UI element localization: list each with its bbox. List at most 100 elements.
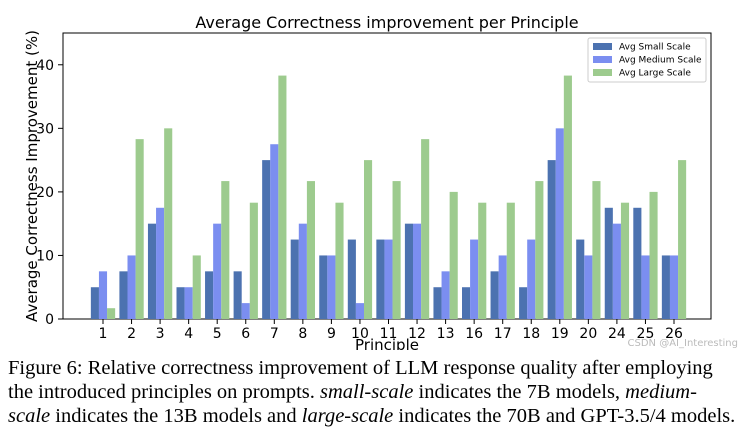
legend-swatch — [593, 69, 612, 76]
caption-small-term: small-scale — [320, 381, 414, 403]
caption-large-desc: indicates the 70B and GPT-3.5/4 models. — [393, 405, 736, 427]
caption-medium-desc: indicates the 13B models and — [50, 405, 302, 427]
y-axis-label: Average Correctness Improvement (%) — [23, 30, 41, 322]
bar — [355, 303, 364, 319]
x-axis-label: Principle — [355, 336, 419, 350]
bar — [669, 255, 679, 319]
x-tick-label: 24 — [608, 326, 626, 342]
x-tick-label: 12 — [408, 326, 426, 342]
bar — [413, 223, 422, 319]
bar — [441, 271, 450, 319]
x-tick-label: 7 — [270, 326, 279, 342]
bar — [135, 139, 144, 319]
x-tick-label: 13 — [437, 326, 455, 342]
y-tick-label: 40 — [36, 58, 54, 74]
x-tick-label: 10 — [351, 326, 369, 342]
bar — [90, 287, 99, 319]
y-tick-label: 0 — [45, 312, 54, 328]
bar — [527, 239, 536, 319]
bar — [192, 255, 201, 319]
legend-label: Avg Medium Scale — [619, 56, 702, 66]
bar — [490, 271, 499, 319]
bar — [470, 239, 479, 319]
bar — [184, 287, 193, 319]
bar — [164, 128, 173, 319]
bar — [107, 308, 116, 319]
legend-swatch — [593, 43, 612, 50]
y-tick-label: 10 — [36, 248, 54, 264]
bar — [641, 255, 650, 319]
bar — [327, 255, 336, 319]
chart-title: Average Correctness improvement per Prin… — [195, 13, 578, 32]
bar — [433, 287, 442, 319]
bar — [176, 287, 185, 319]
bar — [233, 271, 242, 319]
legend-box — [587, 37, 707, 83]
bar — [156, 207, 165, 319]
x-tick-label: 8 — [298, 326, 307, 342]
bar — [98, 271, 108, 319]
y-tick-label: 20 — [36, 185, 54, 201]
bar — [633, 207, 642, 319]
caption-medium-term: medium-scale — [8, 381, 697, 427]
legend-swatch — [593, 56, 612, 63]
bar — [147, 223, 157, 319]
bar — [249, 202, 258, 319]
bar — [547, 160, 556, 319]
bar — [498, 255, 507, 319]
bar — [563, 75, 572, 320]
bar — [384, 239, 393, 319]
bar — [213, 223, 222, 319]
caption-large-term: large-scale — [301, 405, 394, 427]
bar — [364, 160, 373, 319]
bar — [290, 239, 299, 319]
x-tick-label: 11 — [380, 326, 398, 342]
x-tick-label: 19 — [551, 326, 569, 342]
bar — [241, 303, 250, 319]
bar — [576, 239, 585, 319]
x-tick-label: 16 — [465, 326, 483, 342]
bar — [262, 160, 271, 319]
bar — [306, 181, 315, 319]
bar — [205, 271, 214, 319]
bar — [555, 128, 564, 319]
bar — [319, 255, 328, 319]
bar — [661, 255, 670, 319]
x-tick-label: 20 — [579, 326, 597, 342]
bar — [519, 287, 528, 319]
bar — [298, 223, 307, 319]
bar — [347, 239, 356, 319]
bar — [612, 223, 621, 319]
x-tick-label: 4 — [184, 326, 193, 342]
bar — [478, 202, 487, 319]
x-tick-label: 18 — [522, 326, 540, 342]
bar — [376, 239, 385, 319]
x-tick-label: 3 — [156, 326, 165, 342]
x-tick-label: 6 — [241, 326, 250, 342]
bar — [584, 255, 593, 319]
bar — [620, 202, 630, 319]
bar — [649, 191, 658, 319]
bar — [449, 191, 458, 319]
x-tick-label: 5 — [213, 326, 222, 342]
bar — [119, 271, 128, 319]
legend-label: Avg Large Scale — [619, 69, 691, 79]
bar — [278, 75, 287, 320]
legend-label: Avg Small Scale — [619, 43, 691, 53]
figure-caption: Figure 6: Relative correctness improveme… — [8, 356, 738, 428]
bar — [221, 181, 230, 319]
bar — [335, 202, 344, 319]
y-tick-label: 30 — [36, 121, 54, 137]
x-tick-label: 25 — [637, 326, 655, 342]
correctness-bar-chart: Average Correctness improvement per Prin… — [23, 13, 738, 350]
bar — [678, 160, 687, 319]
bar — [404, 223, 413, 319]
caption-prefix: Figure 6: Relative correctness improveme… — [8, 357, 713, 403]
bar — [592, 181, 601, 319]
watermark-text: CSDN @AI_Interesting — [628, 338, 738, 349]
bar — [535, 181, 544, 319]
x-tick-label: 9 — [327, 326, 336, 342]
bar — [392, 181, 401, 319]
bar — [270, 144, 279, 319]
bar — [506, 202, 515, 319]
